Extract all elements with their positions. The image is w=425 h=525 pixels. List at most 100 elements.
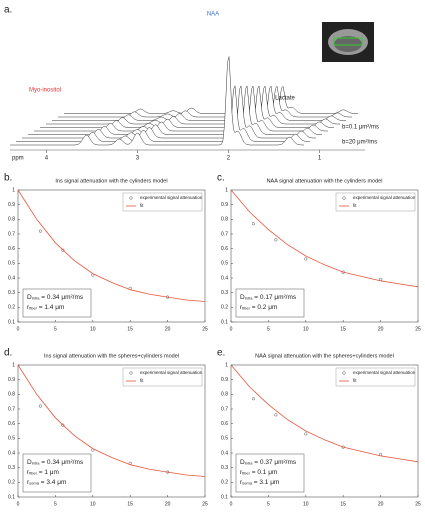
data-point bbox=[274, 238, 278, 242]
y-tick-label: 0.6 bbox=[221, 421, 228, 427]
fit-parameter: rfiber = 0.2 μm bbox=[240, 304, 277, 311]
param-subscript: intra bbox=[32, 296, 41, 301]
fit-line bbox=[17, 364, 206, 477]
x-tick-label: 10 bbox=[303, 326, 309, 332]
param-symbol: r bbox=[240, 304, 243, 311]
fit-parameter: rsoma = 3.4 μm bbox=[27, 479, 66, 486]
data-point bbox=[61, 248, 65, 252]
param-symbol: D bbox=[240, 294, 245, 301]
legend-label: fit bbox=[140, 203, 144, 208]
annotation: NAA bbox=[207, 12, 219, 18]
spectrum-trace bbox=[58, 85, 352, 118]
param-value: = 3.4 μm bbox=[39, 479, 66, 486]
spectrum-trace bbox=[40, 85, 334, 128]
param-value: = 3.1 μm bbox=[252, 479, 279, 486]
x-tick-label: 25 bbox=[202, 501, 208, 507]
x-tick-label: 3 bbox=[136, 156, 140, 162]
y-tick-label: 0.5 bbox=[8, 261, 15, 267]
param-subscript: intra bbox=[245, 461, 254, 466]
x-axis-label: ppm bbox=[12, 156, 24, 162]
x-tick-label: 15 bbox=[127, 326, 133, 332]
y-tick-label: 0.4 bbox=[8, 275, 15, 281]
x-tick-label: 0 bbox=[17, 501, 20, 507]
x-tick-label: 20 bbox=[378, 501, 384, 507]
x-tick-label: 25 bbox=[202, 326, 208, 332]
panel-label: a. bbox=[4, 5, 12, 16]
param-subscript: soma bbox=[29, 481, 40, 486]
x-tick-label: 10 bbox=[90, 501, 96, 507]
legend-label: fit bbox=[353, 203, 357, 208]
x-tick-label: 20 bbox=[165, 326, 171, 332]
annotation: b=0.1 μm²/ms bbox=[342, 125, 379, 131]
y-tick-label: 0.4 bbox=[8, 450, 15, 456]
panel-label: c. bbox=[217, 173, 225, 184]
y-tick-label: 0.7 bbox=[221, 406, 228, 412]
legend-box bbox=[122, 192, 203, 212]
legend-label: experimental signal attenuation bbox=[140, 370, 203, 375]
param-symbol: r bbox=[27, 469, 30, 476]
spectrum-trace bbox=[22, 85, 316, 139]
fit-line bbox=[17, 189, 206, 302]
y-tick-label: 0.8 bbox=[221, 217, 228, 223]
param-value: = 1.4 μm bbox=[37, 304, 64, 311]
x-tick-label: 0 bbox=[17, 326, 20, 332]
annotation: b=20 μm²/ms bbox=[342, 140, 377, 146]
param-value: = 0.1 μm bbox=[250, 469, 277, 476]
plot-frame bbox=[17, 189, 206, 323]
spectrum-trace bbox=[64, 85, 358, 114]
param-symbol: r bbox=[27, 479, 30, 486]
y-tick-label: 0.9 bbox=[8, 377, 15, 383]
annotation: Myo-inositol bbox=[29, 88, 61, 94]
panel-label: d. bbox=[4, 348, 12, 359]
y-tick-label: 0.7 bbox=[8, 231, 15, 237]
legend-box bbox=[335, 367, 416, 387]
y-tick-label: 0.3 bbox=[8, 290, 15, 296]
spectrum-trace bbox=[46, 85, 340, 125]
fit-parameter: rfiber = 1 μm bbox=[27, 469, 59, 476]
y-tick-label: 0.4 bbox=[221, 450, 228, 456]
y-tick-label: 0.6 bbox=[8, 246, 15, 252]
legend-marker bbox=[342, 196, 346, 200]
param-subscript: fiber bbox=[29, 471, 37, 476]
x-tick-label: 2 bbox=[227, 156, 231, 162]
legend-marker bbox=[129, 196, 133, 200]
y-tick-label: 0.2 bbox=[221, 305, 228, 311]
data-point bbox=[304, 432, 308, 436]
chart-title: Ins signal attenuation with the spheres+… bbox=[44, 353, 179, 359]
legend-label: experimental signal attenuation bbox=[353, 370, 416, 375]
x-tick-label: 5 bbox=[267, 501, 270, 507]
x-tick-label: 5 bbox=[54, 326, 57, 332]
y-tick-label: 1 bbox=[12, 187, 15, 193]
param-symbol: r bbox=[240, 479, 243, 486]
legend-label: fit bbox=[140, 378, 144, 383]
x-tick-label: 0 bbox=[230, 501, 233, 507]
spectrum-trace bbox=[34, 85, 328, 132]
fit-parameter: Dintra = 0.17 μm²/ms bbox=[240, 294, 297, 301]
data-point bbox=[274, 413, 278, 417]
y-tick-label: 1 bbox=[225, 362, 228, 368]
param-subscript: intra bbox=[245, 296, 254, 301]
param-value: = 0.34 μm²/ms bbox=[39, 459, 83, 466]
chart-title: NAA signal attenuation with the cylinder… bbox=[267, 178, 383, 184]
y-tick-label: 0.1 bbox=[8, 319, 15, 325]
y-tick-label: 1 bbox=[12, 362, 15, 368]
legend-box bbox=[122, 367, 203, 387]
y-tick-label: 0.1 bbox=[221, 319, 228, 325]
x-tick-label: 1 bbox=[318, 156, 322, 162]
param-symbol: D bbox=[240, 459, 245, 466]
spectrum-trace bbox=[16, 85, 310, 142]
panel-label: e. bbox=[217, 348, 225, 359]
param-value: = 0.34 μm²/ms bbox=[39, 294, 83, 301]
fit-line bbox=[230, 189, 419, 288]
fit-parameter: rfiber = 1.4 μm bbox=[27, 304, 64, 311]
chart-title: Ins signal attenuation with the cylinder… bbox=[55, 178, 167, 184]
y-tick-label: 0.9 bbox=[221, 202, 228, 208]
y-tick-label: 0.5 bbox=[221, 261, 228, 267]
x-tick-label: 15 bbox=[127, 501, 133, 507]
x-tick-label: 5 bbox=[54, 501, 57, 507]
data-point bbox=[304, 257, 308, 261]
fit-parameter: rfiber = 0.1 μm bbox=[240, 469, 277, 476]
y-tick-label: 0.1 bbox=[8, 494, 15, 500]
fit-parameter: Dintra = 0.37 μm²/ms bbox=[240, 459, 297, 466]
data-point bbox=[251, 222, 255, 226]
